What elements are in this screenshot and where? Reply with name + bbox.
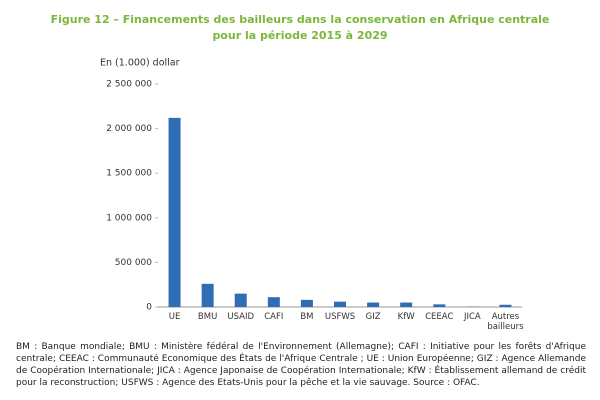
x-tick-label: CAFI (264, 312, 284, 322)
x-tick-label: KfW (397, 312, 415, 322)
x-tick-label: CEEAC (425, 312, 454, 322)
y-tick-label: 500 000 (115, 258, 152, 268)
x-tick-label: GIZ (365, 312, 381, 322)
bar (267, 297, 280, 307)
bar (367, 302, 380, 307)
y-tick-label: 1 000 000 (106, 213, 152, 223)
bar (433, 304, 446, 307)
x-tick-label: USAID (227, 312, 255, 322)
x-tick-label: JICA (463, 312, 481, 322)
bar (201, 283, 214, 307)
bar (400, 302, 413, 307)
y-tick-label: 0 (146, 303, 152, 313)
x-tick-label: UE (168, 312, 181, 322)
bar (334, 301, 346, 307)
x-tick-label: USFWS (324, 312, 356, 322)
y-tick-label: 1 500 000 (106, 169, 152, 179)
footnote: BM : Banque mondiale; BMU : Ministère fé… (16, 342, 586, 388)
x-tick-label: Autres bailleurs (487, 312, 524, 332)
y-tick-label: 2 500 000 (106, 80, 152, 90)
bar (499, 304, 512, 307)
chart-title: Figure 12 – Financements des bailleurs d… (51, 13, 550, 26)
bar (300, 299, 313, 307)
bar (168, 117, 181, 308)
y-tick-label: 2 000 000 (106, 124, 152, 134)
bar (234, 293, 247, 307)
chart-title: pour la période 2015 à 2029 (212, 29, 387, 42)
x-tick-label: BMU (197, 312, 218, 322)
y-axis-label: En (1.000) dollar (100, 58, 180, 69)
x-tick-label: BM (300, 312, 314, 322)
